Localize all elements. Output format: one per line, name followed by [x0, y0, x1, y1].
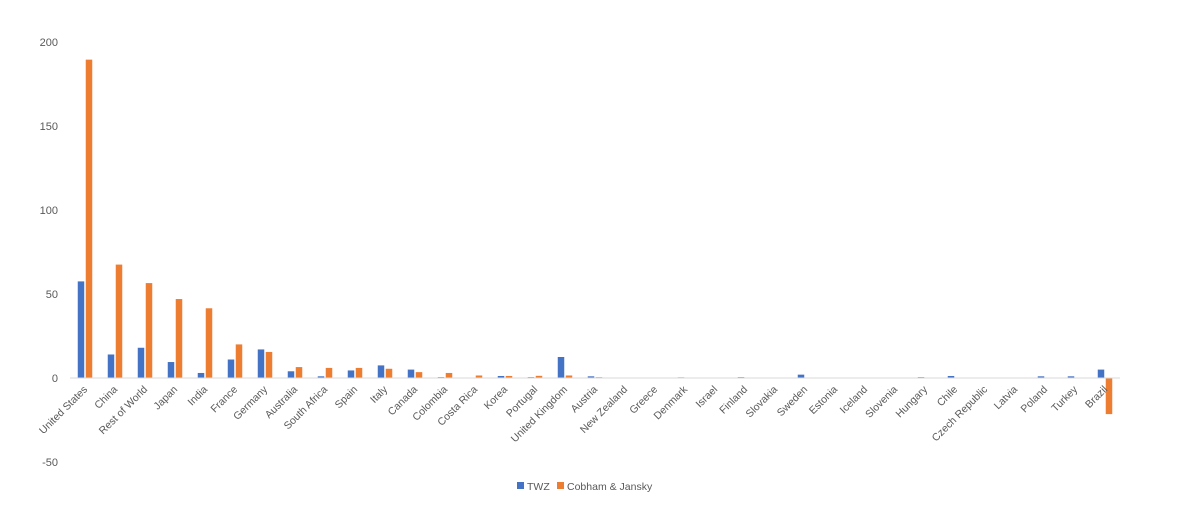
y-tick-label: 0 — [52, 373, 58, 385]
y-tick-label: -50 — [42, 457, 58, 469]
y-axis-ticks: 200 150 100 50 0 -50 — [40, 37, 58, 469]
x-category-label: Estonia — [807, 384, 840, 417]
x-category-label: Korea — [482, 384, 510, 412]
x-category-label: Slovakia — [744, 384, 781, 421]
x-category-label: China — [92, 384, 120, 412]
bar-cobham-jansky — [355, 367, 363, 378]
bar-twz — [947, 375, 955, 378]
legend-swatch — [517, 482, 524, 489]
x-category-label: Hungary — [894, 383, 931, 420]
x-category-label: Spain — [333, 384, 361, 412]
bar-cobham-jansky — [175, 299, 183, 378]
bar-cobham-jansky — [85, 59, 93, 378]
legend-label: TWZ — [527, 481, 550, 493]
x-category-label: Latvia — [992, 384, 1020, 412]
x-category-label: Japan — [151, 384, 180, 413]
y-tick-label: 200 — [40, 37, 58, 49]
bar-twz — [377, 365, 385, 378]
x-category-label: Israel — [693, 384, 720, 411]
legend: TWZ Cobham & Jansky — [517, 481, 653, 493]
bar-twz — [137, 347, 145, 378]
x-category-label: Turkey — [1049, 383, 1080, 414]
bar-twz — [197, 372, 205, 378]
x-category-label: Chile — [935, 384, 961, 410]
bar-cobham-jansky — [505, 375, 513, 378]
bar-cobham-jansky — [475, 375, 483, 378]
bar-cobham-jansky — [115, 264, 123, 378]
x-category-label: Denmark — [652, 383, 691, 422]
bars — [77, 59, 1113, 415]
x-category-label: Slovenia — [863, 384, 900, 421]
bar-twz — [1097, 369, 1105, 378]
legend-label: Cobham & Jansky — [567, 481, 653, 493]
bar-twz — [77, 281, 85, 378]
bar-twz — [287, 371, 295, 378]
bar-twz — [407, 369, 415, 378]
x-category-label: Sweden — [775, 384, 810, 419]
x-category-label: United States — [37, 384, 90, 437]
bar-cobham-jansky — [1105, 378, 1113, 415]
legend-swatch — [557, 482, 564, 489]
bar-twz — [107, 354, 115, 378]
bar-cobham-jansky — [535, 375, 543, 378]
bar-cobham-jansky — [385, 368, 393, 378]
bar-twz — [797, 374, 805, 378]
bar-twz — [557, 357, 565, 378]
bar-twz — [167, 362, 175, 378]
x-category-label: India — [186, 384, 211, 409]
bar-cobham-jansky — [205, 308, 213, 378]
y-tick-label: 150 — [40, 121, 58, 133]
bar-cobham-jansky — [415, 372, 423, 378]
bar-cobham-jansky — [295, 367, 303, 378]
x-category-label: Italy — [368, 383, 391, 406]
bar-twz — [317, 376, 325, 378]
x-category-label: Czech Republic — [930, 384, 990, 444]
bar-twz — [227, 359, 235, 378]
x-category-label: Poland — [1019, 384, 1051, 416]
y-tick-label: 50 — [46, 289, 58, 301]
bar-cobham-jansky — [265, 351, 273, 378]
bar-twz — [1067, 376, 1075, 378]
bar-cobham-jansky — [325, 367, 333, 378]
bar-twz — [497, 375, 505, 378]
bar-cobham-jansky — [145, 283, 153, 378]
bar-twz — [257, 349, 265, 378]
bar-cobham-jansky — [565, 375, 573, 378]
bar-twz — [1037, 376, 1045, 378]
bar-cobham-jansky — [235, 344, 243, 378]
y-tick-label: 100 — [40, 205, 58, 217]
bar-twz — [587, 376, 595, 378]
bar-cobham-jansky — [445, 372, 453, 378]
bar-twz — [347, 370, 355, 378]
